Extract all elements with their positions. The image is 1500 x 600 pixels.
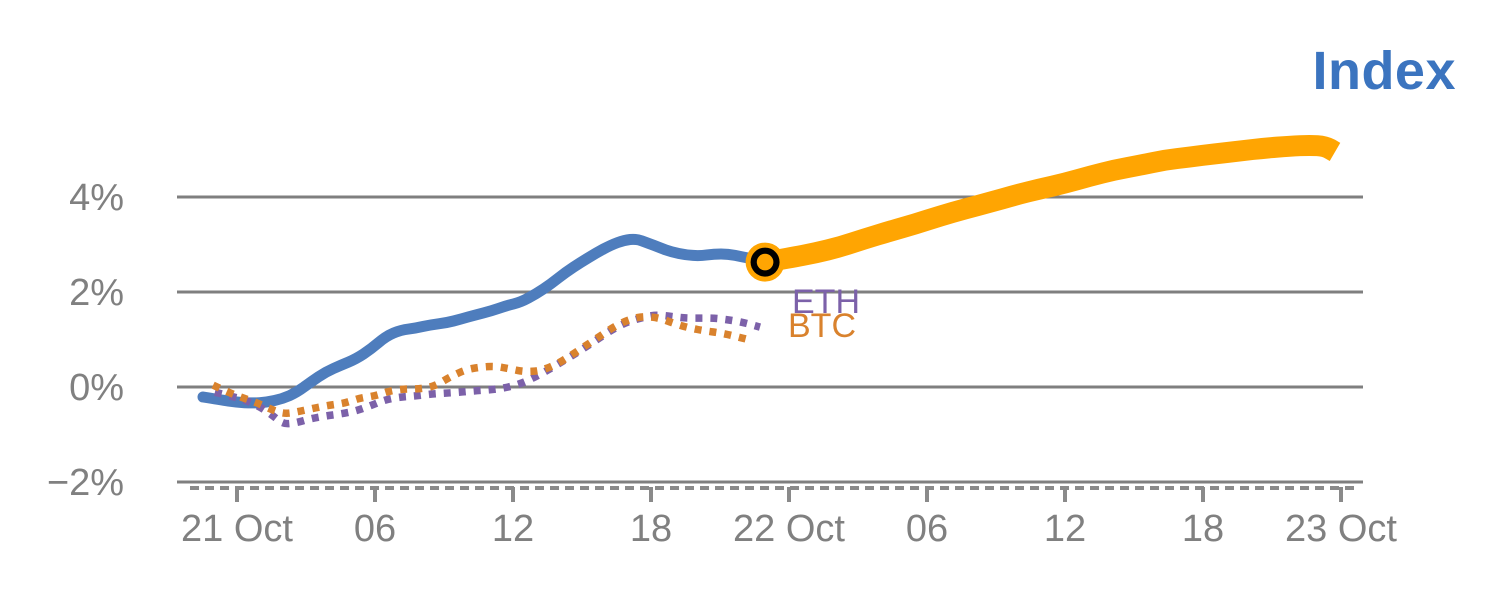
x-tick-label: 21 Oct (181, 508, 293, 550)
now-marker-core (756, 253, 774, 271)
x-tick-label: 22 Oct (733, 508, 845, 550)
eth-series-label: ETH (792, 283, 860, 321)
series-line-index-forecast (763, 134, 1341, 273)
x-tick-label: 23 Oct (1285, 508, 1397, 550)
x-tick-label: 12 (492, 508, 534, 550)
y-tick-label: −2% (47, 462, 124, 504)
btc-series-label: BTC (788, 307, 856, 345)
x-tick-label: 06 (354, 508, 396, 550)
x-tick-label: 12 (1044, 508, 1086, 550)
series-line-index-history (197, 233, 771, 409)
series-line-btc (211, 313, 751, 417)
chart-title: Index (1312, 41, 1456, 101)
y-tick-label: 2% (69, 272, 124, 314)
x-tick-label: 06 (906, 508, 948, 550)
series-line-eth (213, 311, 762, 428)
y-tick-label: 4% (69, 177, 124, 219)
x-tick-label: 18 (1182, 508, 1224, 550)
y-tick-label: 0% (69, 367, 124, 409)
x-tick-label: 18 (630, 508, 672, 550)
